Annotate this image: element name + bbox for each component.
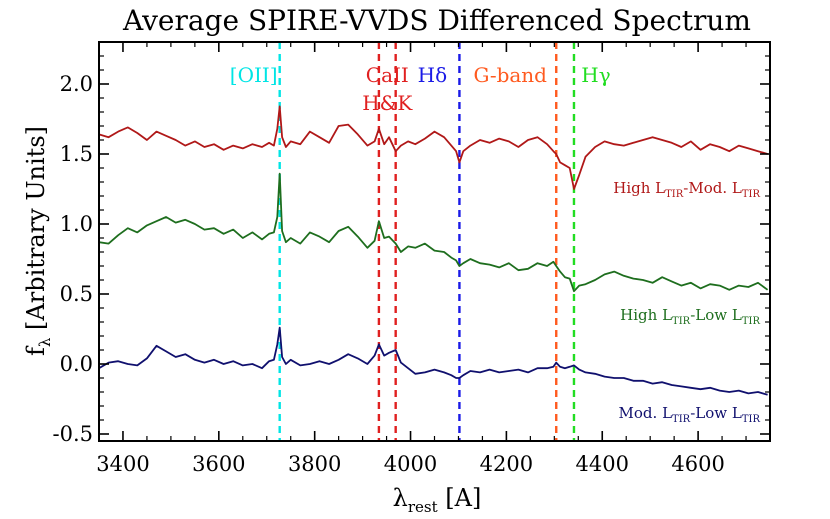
y-axis-ticks: -0.5 0.0 0.5 1.0 1.5 2.0 bbox=[53, 55, 770, 446]
series-line-0 bbox=[98, 105, 768, 190]
x-axis-label-sub: rest bbox=[408, 498, 438, 516]
y-tick-label-2: 0.5 bbox=[60, 282, 93, 306]
x-tick-label-2: 3800 bbox=[288, 452, 341, 476]
series-label-2-part-1: TIR bbox=[672, 414, 691, 425]
series-line-1 bbox=[98, 172, 769, 293]
y-tick-label-0: -0.5 bbox=[53, 422, 94, 446]
series-label-0-part-3: TIR bbox=[742, 189, 761, 200]
series-label-1-part-1: TIR bbox=[672, 316, 691, 327]
y-tick-label-4: 1.5 bbox=[60, 142, 93, 166]
series-label-1-part-3: TIR bbox=[742, 316, 761, 327]
y-axis-label: fλ [Arbitrary Units] bbox=[22, 126, 54, 356]
series-label-0-part-1: TIR bbox=[665, 189, 684, 200]
y-tick-label-1: 0.0 bbox=[60, 352, 93, 376]
series-label-0: High LTIR-Mod. LTIR bbox=[613, 179, 760, 200]
series-curves bbox=[98, 105, 769, 396]
x-tick-label-5: 4400 bbox=[576, 452, 629, 476]
series-label-1-part-2: -Low L bbox=[690, 306, 742, 324]
y-axis-label-sub: λ bbox=[36, 337, 54, 347]
series-label-0-part-0: High L bbox=[613, 179, 665, 197]
x-tick-label-3: 4000 bbox=[384, 452, 437, 476]
feature-label-3-0: Hδ bbox=[418, 63, 447, 87]
series-label-2-part-3: TIR bbox=[742, 414, 761, 425]
series-label-0-part-2: -Mod. L bbox=[683, 179, 742, 197]
y-axis-label-main: f bbox=[22, 345, 50, 356]
feature-lines bbox=[278, 42, 576, 441]
feature-label-0-0: [OII] bbox=[230, 63, 278, 87]
x-axis-label-tail: [A] bbox=[438, 484, 482, 512]
y-tick-label-5: 2.0 bbox=[60, 72, 93, 96]
x-tick-label-1: 3600 bbox=[192, 452, 245, 476]
feature-label-1-0: CaII bbox=[366, 63, 409, 87]
feature-label-4-0: G-band bbox=[473, 63, 547, 87]
series-line-2 bbox=[98, 326, 768, 396]
y-tick-label-3: 1.0 bbox=[60, 212, 93, 236]
x-axis-label: λrest [A] bbox=[393, 484, 482, 516]
feature-label-5-0: Hγ bbox=[581, 63, 610, 87]
plot-frame bbox=[98, 41, 771, 442]
x-tick-label-0: 3400 bbox=[96, 452, 149, 476]
x-axis-label-main: λ bbox=[393, 484, 408, 512]
chart-title: Average SPIRE-VVDS Differenced Spectrum bbox=[122, 4, 751, 37]
x-axis-ticks: 3400 3600 3800 4000 4200 4400 4600 bbox=[96, 42, 771, 476]
series-label-1-part-0: High L bbox=[620, 306, 672, 324]
x-tick-label-4: 4200 bbox=[480, 452, 533, 476]
series-label-2-part-0: Mod. L bbox=[619, 404, 673, 422]
series-label-2-part-2: -Low L bbox=[690, 404, 742, 422]
series-label-1: High LTIR-Low LTIR bbox=[620, 306, 760, 327]
feature-label-1-1: H&K bbox=[362, 91, 413, 115]
x-tick-label-6: 4600 bbox=[671, 452, 724, 476]
series-label-2: Mod. LTIR-Low LTIR bbox=[619, 404, 761, 425]
y-axis-label-tail: [Arbitrary Units] bbox=[22, 126, 50, 338]
